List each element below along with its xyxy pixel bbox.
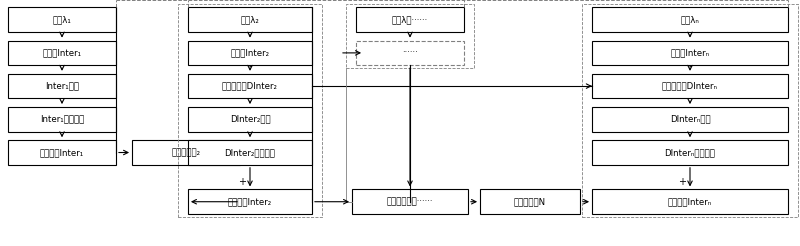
Text: 干涉图Inter₂: 干涉图Inter₂ bbox=[230, 48, 270, 57]
FancyBboxPatch shape bbox=[188, 74, 312, 98]
FancyBboxPatch shape bbox=[8, 74, 116, 98]
Text: DInterₙ滤波: DInterₙ滤波 bbox=[670, 115, 710, 124]
Text: 波长λ测······: 波长λ测······ bbox=[392, 15, 428, 24]
FancyBboxPatch shape bbox=[592, 140, 788, 165]
Text: Inter₁滤波: Inter₁滤波 bbox=[45, 82, 79, 91]
FancyBboxPatch shape bbox=[8, 140, 116, 165]
FancyBboxPatch shape bbox=[592, 107, 788, 132]
Text: DInterₙ相位解缠: DInterₙ相位解缠 bbox=[665, 148, 715, 157]
FancyBboxPatch shape bbox=[188, 41, 312, 65]
Text: DInter₂滤波: DInter₂滤波 bbox=[230, 115, 270, 124]
Text: +: + bbox=[678, 177, 686, 187]
FancyBboxPatch shape bbox=[356, 41, 464, 65]
FancyBboxPatch shape bbox=[480, 189, 580, 214]
FancyBboxPatch shape bbox=[132, 140, 240, 165]
Text: 解缠后的Inter₂: 解缠后的Inter₂ bbox=[228, 197, 272, 206]
FancyBboxPatch shape bbox=[356, 7, 464, 32]
FancyBboxPatch shape bbox=[352, 189, 468, 214]
Text: -: - bbox=[248, 61, 252, 71]
Text: 差分干涉图DInter₂: 差分干涉图DInter₂ bbox=[222, 82, 278, 91]
FancyBboxPatch shape bbox=[8, 107, 116, 132]
FancyBboxPatch shape bbox=[592, 41, 788, 65]
FancyBboxPatch shape bbox=[8, 41, 116, 65]
Text: ······: ······ bbox=[402, 48, 418, 57]
Text: DInter₂相位解缠: DInter₂相位解缠 bbox=[225, 148, 275, 157]
FancyBboxPatch shape bbox=[188, 189, 312, 214]
Text: 干涉图Interₙ: 干涉图Interₙ bbox=[670, 48, 710, 57]
Text: 干涉图Inter₁: 干涉图Inter₁ bbox=[42, 48, 82, 57]
Text: 基线λₙ: 基线λₙ bbox=[681, 15, 699, 24]
FancyBboxPatch shape bbox=[188, 140, 312, 165]
FancyBboxPatch shape bbox=[188, 107, 312, 132]
Text: 基准干涉图₂: 基准干涉图₂ bbox=[171, 148, 201, 157]
Text: 基准干涉图N: 基准干涉图N bbox=[514, 197, 546, 206]
Text: 差分干涉图DInterₙ: 差分干涉图DInterₙ bbox=[662, 82, 718, 91]
FancyBboxPatch shape bbox=[592, 74, 788, 98]
Text: -: - bbox=[688, 61, 692, 71]
Text: +: + bbox=[238, 177, 246, 187]
Text: 解缠后的Interₙ: 解缠后的Interₙ bbox=[668, 197, 712, 206]
Text: 解缠后的Inter₁: 解缠后的Inter₁ bbox=[40, 148, 84, 157]
Text: 波长λ₂: 波长λ₂ bbox=[241, 15, 259, 24]
FancyBboxPatch shape bbox=[592, 189, 788, 214]
Text: 基准干涉图测······: 基准干涉图测······ bbox=[386, 197, 434, 206]
FancyBboxPatch shape bbox=[592, 7, 788, 32]
FancyBboxPatch shape bbox=[188, 7, 312, 32]
FancyBboxPatch shape bbox=[8, 7, 116, 32]
Text: Inter₁相位解缠: Inter₁相位解缠 bbox=[40, 115, 84, 124]
Text: 波长λ₁: 波长λ₁ bbox=[53, 15, 71, 24]
